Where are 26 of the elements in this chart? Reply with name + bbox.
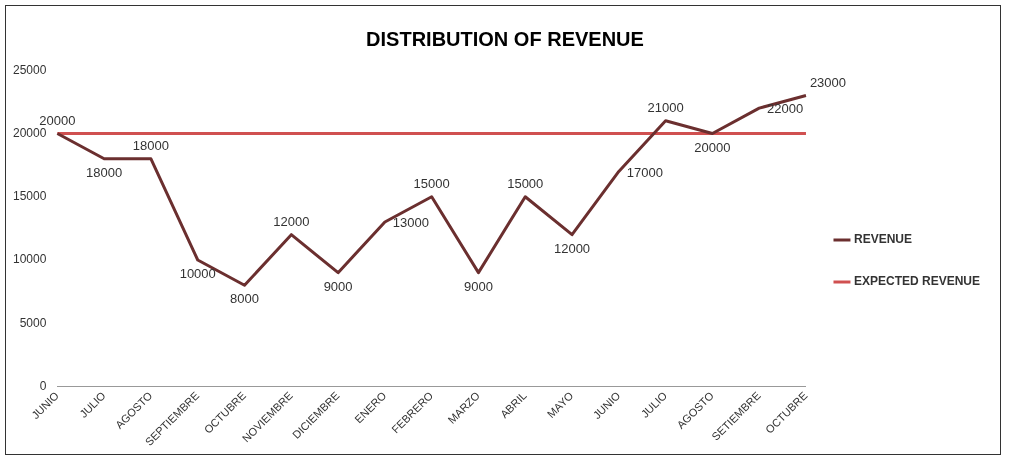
data-label: 17000: [626, 164, 663, 180]
data-label: 9000: [323, 278, 353, 294]
legend-label: REVENUE: [853, 232, 912, 247]
data-label: 22000: [767, 101, 804, 117]
data-label: 9000: [464, 278, 493, 294]
data-label: 15000: [507, 175, 544, 191]
legend-label: EXPECTED REVENUE: [853, 274, 980, 289]
data-label: 18000: [86, 164, 123, 180]
data-label: 15000: [413, 175, 450, 191]
y-tick-label: 25000: [12, 62, 47, 77]
chart-title: DISTRIBUTION OF REVENUE: [365, 28, 645, 51]
data-label: 8000: [230, 291, 259, 307]
data-label: 20000: [39, 112, 76, 128]
data-label: 12000: [553, 240, 591, 256]
y-tick-label: 0: [39, 378, 47, 393]
data-label: 10000: [179, 266, 216, 282]
data-label: 18000: [132, 137, 170, 153]
data-label: 21000: [647, 99, 684, 115]
data-label: 23000: [809, 74, 847, 90]
y-tick-label: 5000: [19, 315, 47, 330]
y-tick-label: 15000: [12, 189, 47, 204]
y-tick-label: 20000: [12, 125, 47, 140]
data-label: 13000: [392, 215, 429, 231]
data-label: 20000: [694, 139, 731, 155]
data-label: 12000: [273, 213, 310, 229]
y-tick-label: 10000: [12, 252, 47, 267]
